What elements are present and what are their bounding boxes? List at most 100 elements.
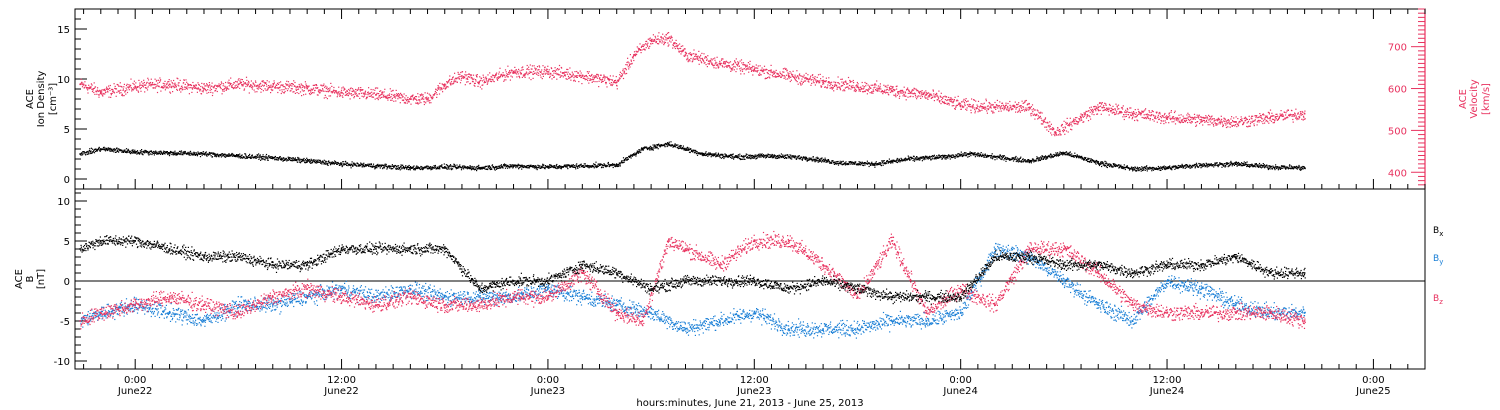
velocity-trace-dot <box>550 73 552 75</box>
velocity-trace-dot <box>214 84 216 86</box>
velocity-trace-dot <box>609 82 611 84</box>
velocity-trace-dot <box>1286 117 1288 119</box>
velocity-trace-dot <box>358 87 360 89</box>
velocity-trace-dot <box>940 103 942 105</box>
velocity-trace-dot <box>417 93 419 95</box>
velocity-trace-dot <box>273 80 275 82</box>
ion-density-trace-dot <box>110 150 112 152</box>
velocity-trace-dot <box>556 78 558 80</box>
ion-density-trace-dot <box>274 156 276 158</box>
ion-density-trace-dot <box>288 158 291 160</box>
velocity-trace-dot <box>660 39 662 41</box>
velocity-trace-dot <box>470 77 472 79</box>
velocity-trace-dot <box>620 75 622 77</box>
ion-density-trace-dot <box>258 158 260 160</box>
velocity-trace-dot <box>329 95 332 97</box>
ion-density-trace <box>80 141 1306 172</box>
velocity-trace-dot <box>612 75 614 77</box>
velocity-trace-dot <box>1024 110 1026 112</box>
velocity-trace-dot <box>1095 106 1097 108</box>
velocity-trace-dot <box>1192 117 1194 119</box>
velocity-trace-dot <box>168 81 170 83</box>
velocity-trace-dot <box>1216 118 1218 120</box>
velocity-trace-dot <box>1186 119 1188 121</box>
velocity-trace-dot <box>779 75 781 77</box>
velocity-trace-dot <box>805 76 807 79</box>
velocity-trace-dot <box>838 86 840 88</box>
velocity-trace-dot <box>957 95 959 97</box>
velocity-trace-dot <box>259 85 261 87</box>
ion-density-trace-dot <box>132 151 134 153</box>
velocity-trace-dot <box>116 91 118 93</box>
velocity-trace-dot <box>165 86 167 88</box>
velocity-trace-dot <box>873 87 875 89</box>
velocity-trace-dot <box>119 82 121 84</box>
velocity-trace-dot <box>1182 118 1184 121</box>
velocity-trace-dot <box>661 37 663 39</box>
velocity-trace-dot <box>892 88 895 91</box>
velocity-trace-dot <box>279 89 281 91</box>
ion-density-trace-dot <box>98 148 100 150</box>
velocity-trace-dot <box>391 93 393 96</box>
velocity-trace-dot <box>172 83 174 85</box>
ion-density-trace-dot <box>273 157 275 159</box>
ion-density-trace-dot <box>174 153 176 155</box>
ion-density-trace-dot <box>212 153 214 155</box>
velocity-trace-dot <box>1172 116 1174 118</box>
velocity-trace-dot <box>788 77 790 79</box>
velocity-trace-dot <box>618 79 620 81</box>
ion-density-trace-dot <box>188 154 190 156</box>
velocity-trace-dot <box>315 84 317 86</box>
ion-density-trace-dot <box>265 153 268 156</box>
velocity-trace-dot <box>1009 104 1011 106</box>
ion-density-trace-dot <box>350 167 352 169</box>
velocity-trace-dot <box>309 89 311 91</box>
velocity-trace-dot <box>355 93 357 95</box>
ion-density-trace-dot <box>382 167 384 169</box>
velocity-trace-dot <box>326 86 328 88</box>
velocity-trace-dot <box>156 84 158 86</box>
velocity-trace-dot <box>709 60 712 62</box>
velocity-trace-dot <box>465 71 467 73</box>
ion-density-trace-dot <box>83 153 85 155</box>
velocity-trace-dot <box>297 88 299 91</box>
ion-density-trace-dot <box>122 151 124 153</box>
ion-density-trace-dot <box>131 149 133 151</box>
velocity-trace-dot <box>495 74 497 76</box>
velocity-trace-dot <box>1023 102 1025 104</box>
velocity-trace-dot <box>1264 118 1266 120</box>
velocity-trace-dot <box>173 79 175 82</box>
velocity-trace-dot <box>562 76 564 78</box>
velocity-trace-dot <box>621 72 623 75</box>
ion-density-trace-dot <box>330 162 333 164</box>
velocity-trace-dot <box>168 86 171 88</box>
velocity-trace-dot <box>524 75 526 77</box>
ion-density-trace-dot <box>99 150 101 152</box>
velocity-trace-dot <box>933 100 935 102</box>
velocity-trace-dot <box>1282 115 1285 117</box>
velocity-trace-dot <box>110 94 112 96</box>
velocity-trace-dot <box>739 70 742 72</box>
velocity-trace-dot <box>166 83 168 85</box>
velocity-trace-dot <box>139 84 141 86</box>
ion-density-trace-dot <box>244 153 247 155</box>
velocity-trace-dot <box>300 83 302 85</box>
velocity-trace-dot <box>153 87 155 89</box>
velocity-trace-dot <box>341 95 343 97</box>
velocity-trace-dot <box>219 86 221 89</box>
velocity-trace-dot <box>388 94 390 97</box>
velocity-trace-dot <box>862 85 864 87</box>
ion-density-trace-dot <box>238 155 240 157</box>
velocity-trace-dot <box>605 81 607 84</box>
ion-density-trace-dot <box>153 152 155 154</box>
ion-density-trace-dot <box>147 150 149 153</box>
velocity-trace-dot <box>711 63 713 65</box>
velocity-trace-dot <box>466 77 468 79</box>
velocity-trace-dot <box>144 87 146 89</box>
velocity-trace-dot <box>256 87 258 89</box>
ion-density-trace-dot <box>88 151 90 153</box>
velocity-trace-dot <box>948 102 950 105</box>
velocity-trace-dot <box>1244 117 1246 119</box>
velocity-trace-dot <box>207 86 209 88</box>
velocity-trace-dot <box>1219 121 1221 123</box>
